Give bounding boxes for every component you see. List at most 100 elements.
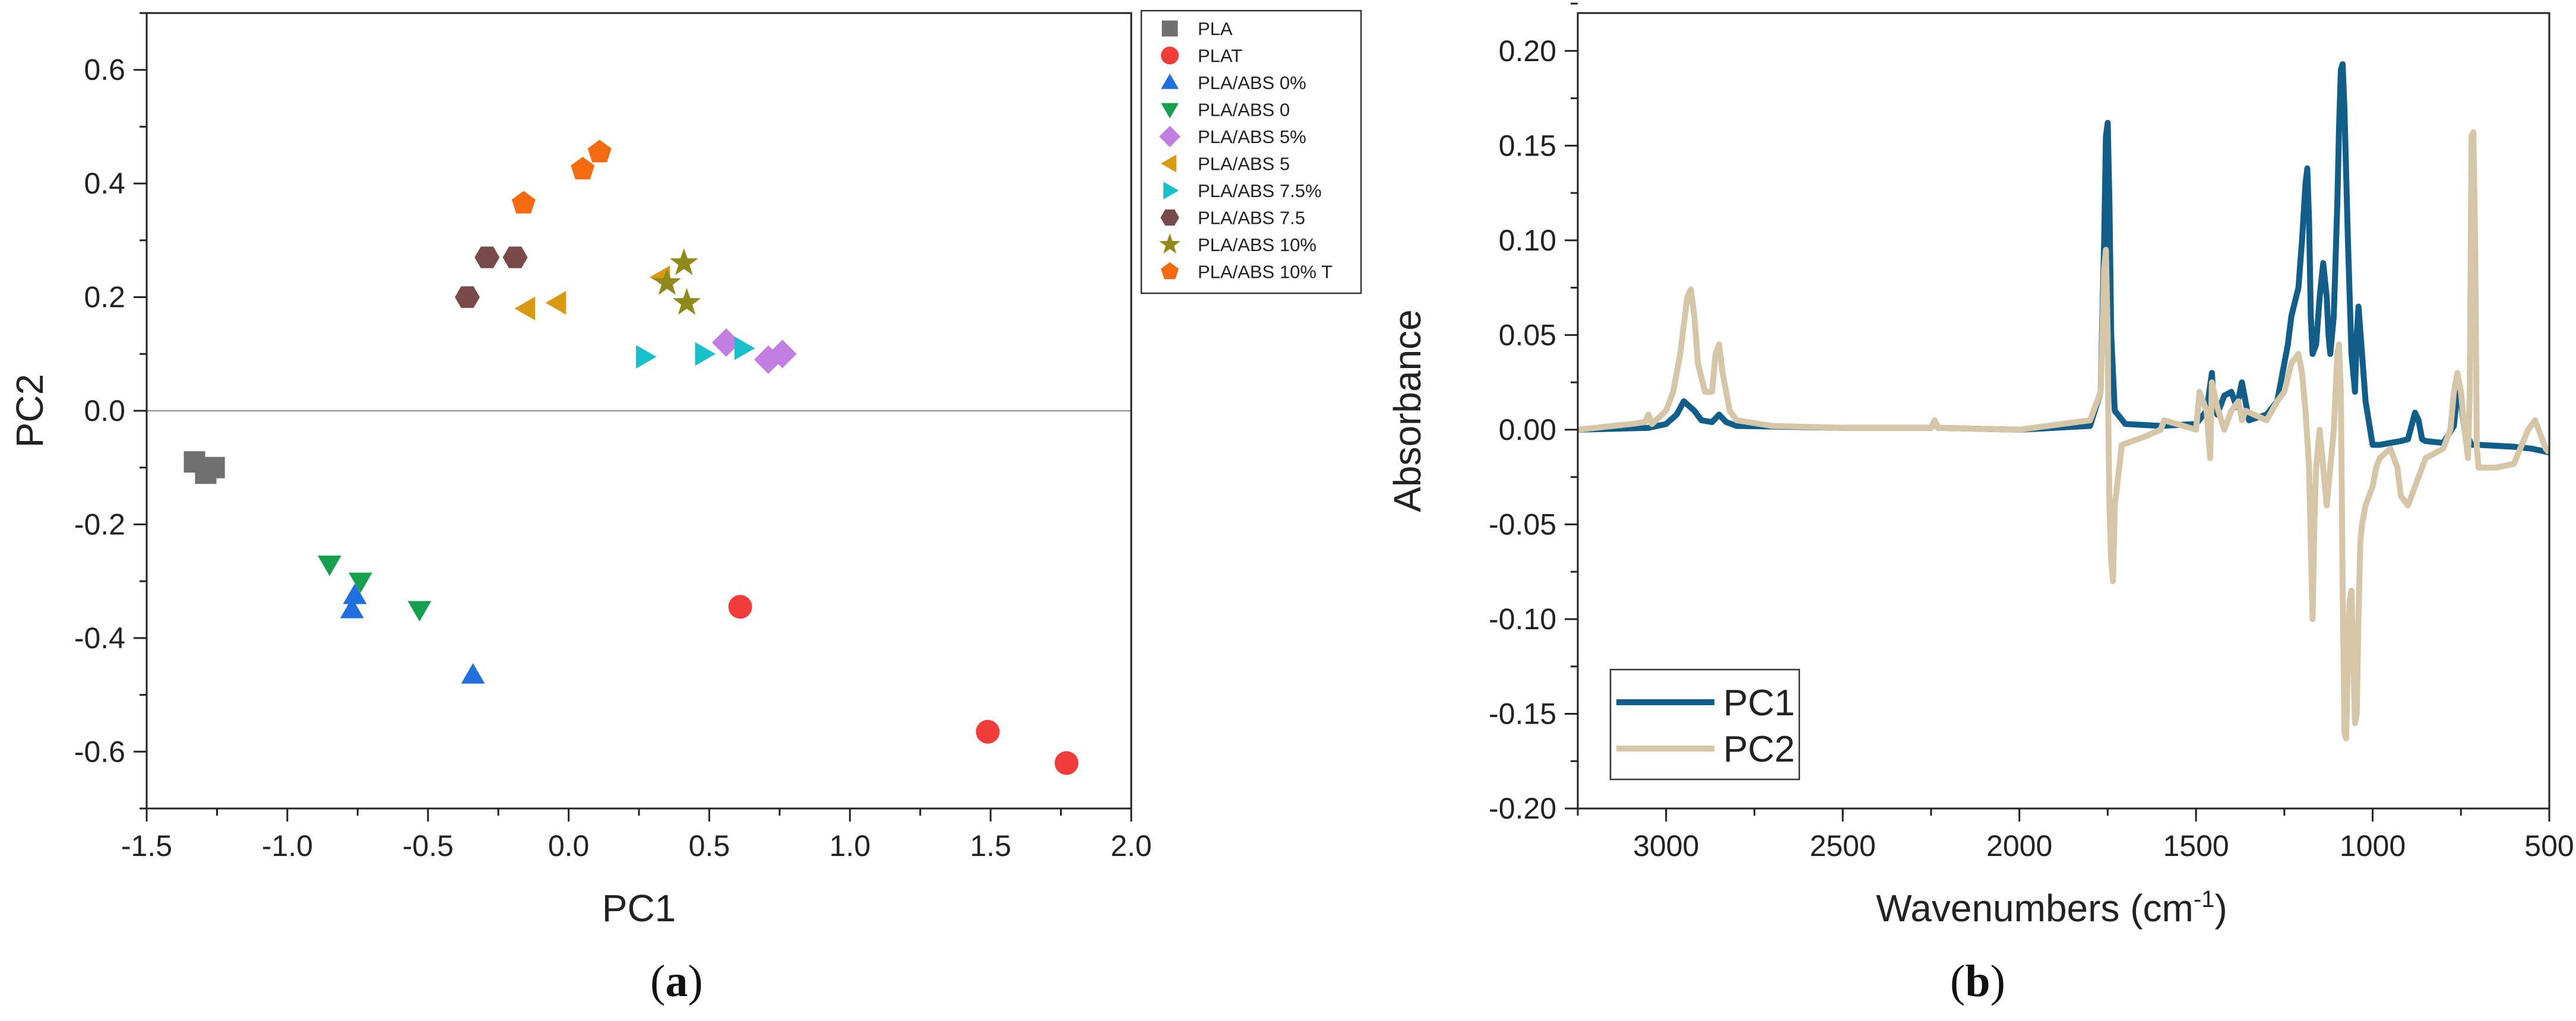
- x-tick-label: 3000: [1633, 829, 1699, 863]
- y-tick-label: 0.00: [1499, 413, 1556, 446]
- data-point: [734, 336, 755, 360]
- x-axis-label-close: ): [2214, 887, 2227, 930]
- series-line-PC1: [1578, 61, 2549, 456]
- legend-label: PC1: [1723, 683, 1795, 724]
- data-point: [587, 139, 612, 163]
- data-point: [711, 328, 740, 357]
- series-PLA: [183, 451, 225, 484]
- legend-marker: [1161, 154, 1176, 173]
- data-point: [511, 191, 536, 214]
- x-tick-label: 1.5: [970, 829, 1011, 863]
- legend-label: PLAT: [1198, 46, 1242, 66]
- data-point: [340, 598, 364, 619]
- x-tick-label: 0.0: [548, 829, 590, 863]
- y-tick-label: -0.2: [74, 508, 125, 541]
- legend-marker: [1159, 126, 1181, 147]
- legend-label: PLA/ABS 10% T: [1198, 262, 1333, 283]
- figure-b: 3000 2500 2000 1500 1000 500 -0.20 -0.15 -0.10 -0…: [1366, 0, 2576, 1021]
- y-axis-label: PC2: [8, 374, 51, 448]
- data-point: [636, 345, 657, 369]
- legend-marker: [1161, 262, 1179, 280]
- caption-b: (b): [1950, 956, 2005, 1006]
- y-tick-label: 0.05: [1499, 318, 1556, 351]
- data-point: [545, 291, 567, 315]
- data-point: [695, 342, 716, 366]
- series-PLA/ABS 5: [514, 265, 670, 321]
- y-tick-label: -0.6: [74, 735, 125, 768]
- series-PLA/ABS 10%: [653, 248, 701, 315]
- x-axis-label: PC1: [602, 887, 676, 930]
- x-tick-label: 2000: [1986, 829, 2052, 863]
- data-point: [514, 296, 535, 321]
- legend-marker: [1160, 209, 1179, 226]
- x-tick-label: 1.0: [830, 829, 871, 863]
- data-point: [474, 246, 500, 268]
- legend: PLA PLAT PLA/ABS 0% PLA/ABS 0 PLA/ABS 5% PLA/…: [1140, 9, 1362, 294]
- legend-label: PLA/ABS 10%: [1198, 234, 1317, 255]
- legend-label: PLA/ABS 5%: [1198, 126, 1306, 147]
- data-point: [976, 719, 1000, 744]
- legend-label: PLA/ABS 0: [1198, 100, 1290, 121]
- data-point: [349, 572, 372, 594]
- legend-label: PLA/ABS 7.5%: [1198, 180, 1322, 201]
- series-PLA/ABS 0: [318, 555, 432, 622]
- data-point: [1055, 751, 1079, 775]
- legend-label: PLA: [1198, 18, 1233, 39]
- legend-marker: [1161, 103, 1179, 119]
- data-point: [653, 268, 682, 295]
- series-PLA/ABS 10% T: [511, 139, 612, 214]
- figure-a: -1.5 -1.0 -0.5 0.0 0.5 1.0 1.5 2.0 -0.6 -0.4 -0.2 0…: [8, 9, 1362, 1006]
- x-tick-label: -1.5: [121, 829, 172, 863]
- legend-label: PC2: [1723, 729, 1795, 770]
- y-axis-label: Absorbance: [1386, 309, 1429, 512]
- series-PLA/ABS 7.5%: [636, 336, 755, 369]
- plot-frame: [145, 12, 1132, 810]
- x-axis-label-main: Wavenumbers (cm: [1876, 887, 2194, 930]
- y-tick-label: -0.15: [1489, 697, 1556, 730]
- legend-marker: [1161, 74, 1179, 89]
- series-PLAT: [728, 595, 1079, 775]
- plot-frame: [1577, 12, 2550, 810]
- series-PLA/ABS 7.5: [455, 246, 528, 308]
- data-point: [728, 595, 752, 619]
- legend-label: PLA/ABS 5: [1198, 154, 1290, 175]
- series-PLA/ABS 5%: [711, 328, 797, 374]
- y-tick-label: 0.20: [1499, 34, 1556, 68]
- scatter-plot-pca: -1.5 -1.0 -0.5 0.0 0.5 1.0 1.5 2.0 -0.6 -0.4 -0.2 0…: [8, 9, 1362, 930]
- y-tick-label: 0.15: [1499, 129, 1556, 162]
- series-line-PC2: [1578, 129, 2549, 741]
- x-tick-label: -0.5: [403, 829, 454, 863]
- x-tick-label: 2.0: [1110, 829, 1152, 863]
- data-point: [461, 663, 485, 684]
- x-tick-label: 1500: [2163, 829, 2229, 863]
- legend-label: PLA/ABS 7.5: [1198, 208, 1305, 229]
- y-tick-label: -0.4: [74, 622, 125, 655]
- y-tick-label: 0.6: [84, 53, 125, 87]
- data-point: [571, 157, 595, 180]
- legend-box: [1609, 668, 1800, 781]
- caption-a: (a): [650, 956, 703, 1006]
- data-point: [670, 248, 698, 275]
- x-tick-label: 500: [2524, 829, 2574, 863]
- x-axis-label-sup: -1: [2194, 886, 2215, 912]
- data-point: [768, 340, 797, 369]
- data-point: [343, 584, 367, 604]
- y-tick-label: -0.05: [1489, 508, 1556, 541]
- data-point: [455, 286, 480, 308]
- y-tick-label: -0.20: [1489, 792, 1556, 825]
- y-tick-label: 0.0: [84, 394, 125, 427]
- data-point: [672, 288, 701, 315]
- x-tick-label: -1.0: [262, 829, 313, 863]
- data-point: [203, 456, 225, 478]
- y-tick-label: -0.10: [1489, 603, 1556, 636]
- y-tick-label: 0.2: [84, 281, 125, 314]
- y-tick-label: 0.4: [84, 167, 125, 200]
- caption-b-letter: b: [1965, 956, 1990, 1006]
- y-tick-label: 0.10: [1499, 224, 1556, 257]
- legend-label: PLA/ABS 0%: [1198, 72, 1306, 93]
- data-point: [502, 246, 528, 268]
- legend-marker: [1162, 20, 1178, 37]
- x-tick-label: 1000: [2340, 829, 2406, 863]
- x-tick-label: 2500: [1810, 829, 1876, 863]
